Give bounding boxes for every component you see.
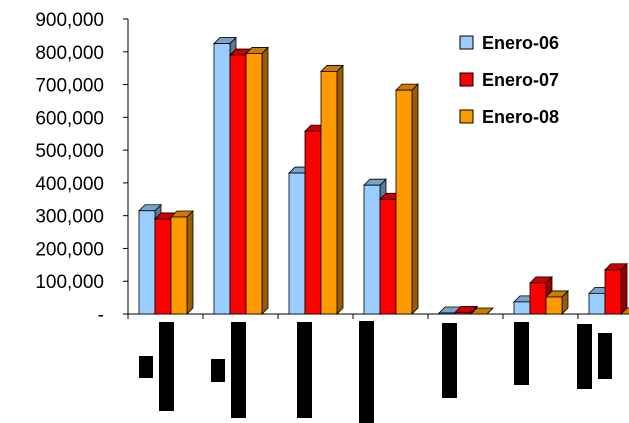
bar-front-face xyxy=(363,184,381,315)
category-label-block xyxy=(598,333,612,379)
bar-side-face xyxy=(261,46,269,315)
bar-side-face xyxy=(620,262,628,315)
bar-front-face xyxy=(395,89,413,315)
y-tick-label: 700,000 xyxy=(35,76,104,97)
bar-front-face xyxy=(438,312,456,315)
category-label-block xyxy=(359,321,374,423)
y-tick-labels: - 100,000 200,000 300,000 400,000 500,000 600,… xyxy=(35,10,104,326)
bar-front-face xyxy=(154,218,172,315)
bar xyxy=(545,289,569,315)
y-tick-label: 500,000 xyxy=(35,141,104,162)
legend-label: Enero-06 xyxy=(482,33,559,53)
legend-swatch xyxy=(459,109,474,124)
bar-side-face xyxy=(186,210,194,315)
bar-front-face xyxy=(138,210,156,315)
bar-top-face xyxy=(620,307,629,315)
category-label-block xyxy=(577,324,592,389)
category-label-block xyxy=(231,322,246,418)
bar-front-face xyxy=(588,292,606,315)
bar-front-face xyxy=(288,172,306,315)
legend-label: Enero-07 xyxy=(482,70,559,90)
bar xyxy=(620,307,629,315)
category-label-block xyxy=(159,322,174,411)
bar-front-face xyxy=(245,53,263,315)
y-tick-label: 300,000 xyxy=(35,207,104,228)
y-tick-label: 100,000 xyxy=(35,272,104,293)
bar-front-face xyxy=(604,269,622,315)
y-tick-label: - xyxy=(98,305,104,326)
bar xyxy=(170,210,194,315)
bar-side-face xyxy=(411,83,419,315)
legend-swatch xyxy=(459,35,474,50)
bar xyxy=(604,262,628,315)
category-label-block xyxy=(297,322,312,418)
category-label-block xyxy=(139,356,153,378)
bar xyxy=(320,64,344,315)
legend-swatch xyxy=(459,72,474,87)
bar-front-face xyxy=(454,311,472,315)
category-label-area xyxy=(139,321,612,423)
bar-front-face xyxy=(545,296,563,315)
bar-front-face xyxy=(229,54,247,315)
y-tick-label: 900,000 xyxy=(35,10,104,31)
bars-layer xyxy=(138,36,629,315)
legend-label: Enero-08 xyxy=(482,107,559,127)
bar-front-face xyxy=(304,130,322,315)
bar-front-face xyxy=(170,216,188,315)
bar-front-face xyxy=(529,282,547,315)
bar-front-face xyxy=(213,43,231,315)
bar-front-face xyxy=(513,301,531,315)
bar xyxy=(245,46,269,315)
bar-side-face xyxy=(336,64,344,315)
y-tick-label: 800,000 xyxy=(35,43,104,64)
y-tick-label: 400,000 xyxy=(35,174,104,195)
category-label-block xyxy=(514,322,529,385)
y-tick-label: 600,000 xyxy=(35,108,104,129)
category-label-block xyxy=(442,323,457,398)
category-label-block xyxy=(211,359,225,382)
bar-front-face xyxy=(320,71,338,315)
bar-top-face xyxy=(470,307,494,315)
bar-front-face xyxy=(379,198,397,315)
legend: Enero-06 Enero-07 Enero-08 xyxy=(459,33,559,127)
y-tick-label: 200,000 xyxy=(35,239,104,260)
bar xyxy=(470,307,494,315)
bar xyxy=(395,83,419,315)
